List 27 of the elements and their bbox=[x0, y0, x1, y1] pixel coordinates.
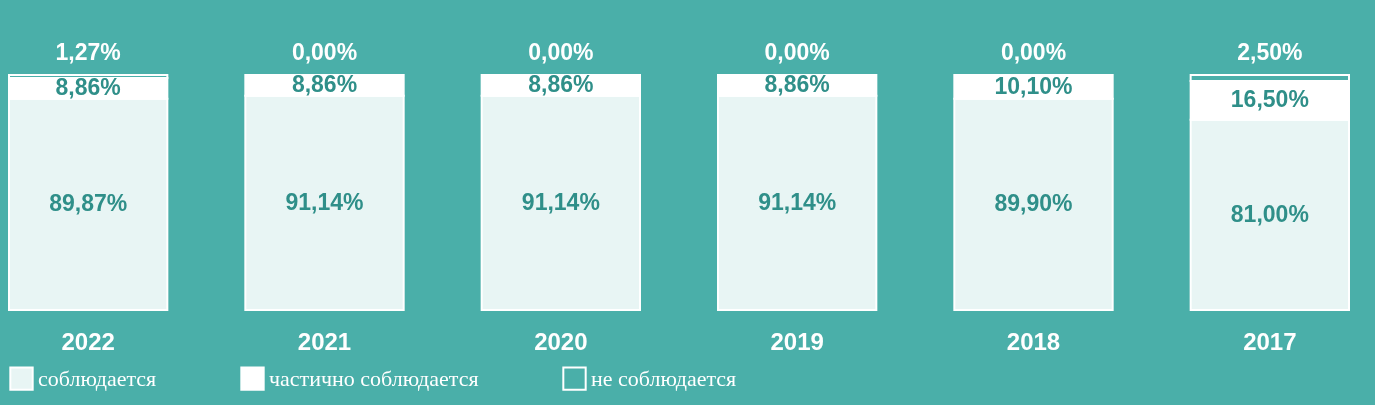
data-label: 8,86% bbox=[528, 71, 594, 98]
data-label: 91,14% bbox=[758, 188, 837, 215]
data-label: 8,86% bbox=[55, 74, 121, 101]
data-label: 0,00% bbox=[1000, 39, 1067, 65]
legend-label: соблюдается bbox=[38, 365, 157, 391]
data-label: 89,87% bbox=[49, 190, 128, 217]
data-label: 0,00% bbox=[291, 39, 358, 65]
data-label: 91,14% bbox=[285, 188, 364, 215]
x-tick-label: 2021 bbox=[297, 327, 352, 355]
data-label: 0,00% bbox=[528, 39, 594, 65]
x-tick-label: 2019 bbox=[770, 327, 824, 355]
data-label: 91,14% bbox=[521, 188, 600, 215]
data-label: 10,10% bbox=[994, 72, 1073, 99]
data-label: 1,27% bbox=[55, 39, 121, 65]
data-label: 0,00% bbox=[764, 39, 830, 65]
x-tick-label: 2017 bbox=[1243, 327, 1297, 355]
data-label: 8,86% bbox=[291, 71, 358, 98]
legend-label: частично соблюдается bbox=[269, 365, 479, 391]
data-label: 8,86% bbox=[764, 71, 830, 98]
data-label: 16,50% bbox=[1230, 86, 1309, 113]
data-label: 81,00% bbox=[1230, 200, 1309, 227]
x-tick-label: 2018 bbox=[1006, 327, 1061, 355]
data-label: 89,90% bbox=[994, 190, 1073, 217]
legend-label: не соблюдается bbox=[591, 365, 737, 391]
x-tick-label: 2020 bbox=[534, 327, 588, 355]
x-tick-label: 2022 bbox=[61, 327, 115, 355]
data-label: 2,50% bbox=[1237, 39, 1303, 65]
